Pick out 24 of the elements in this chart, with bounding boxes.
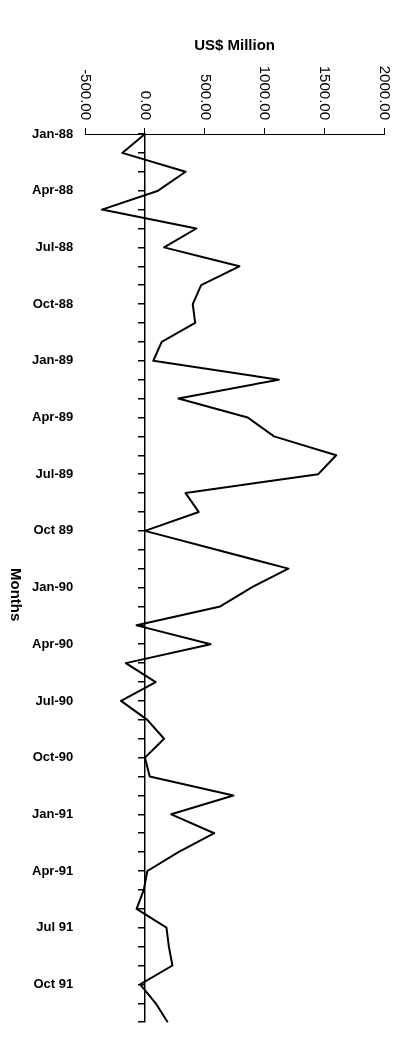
y-tick-label: Jul 91 bbox=[36, 919, 74, 935]
x-tick-label: 500.00 bbox=[197, 74, 215, 120]
x-tick-label: -500.00 bbox=[78, 69, 96, 120]
y-axis-title: Months bbox=[8, 568, 25, 622]
y-tick-label: Oct-88 bbox=[32, 295, 74, 311]
y-tick-label: Apr-88 bbox=[32, 182, 74, 198]
x-axis-title: US$ Million bbox=[194, 36, 276, 54]
y-tick-label: Jul-89 bbox=[35, 465, 74, 481]
y-tick-label: Apr-90 bbox=[32, 635, 74, 651]
y-tick-label: Jan-91 bbox=[31, 805, 74, 821]
x-tick-label: 2000.00 bbox=[376, 65, 394, 120]
y-tick-label: Oct 89 bbox=[33, 522, 74, 538]
x-tick-label: 1000.00 bbox=[257, 65, 275, 120]
y-tick-label: Apr-91 bbox=[32, 862, 74, 878]
y-tick-label: Oct 91 bbox=[33, 975, 74, 991]
x-tick-label: 1500.00 bbox=[317, 65, 335, 120]
y-tick-label: Apr-89 bbox=[32, 409, 74, 425]
y-tick-label: Oct-90 bbox=[32, 749, 74, 765]
y-tick-label: Jan-89 bbox=[31, 352, 74, 368]
y-tick-label: Jan-90 bbox=[31, 579, 74, 595]
y-tick-label: Jan-88 bbox=[31, 125, 74, 141]
y-tick-label: Jul-90 bbox=[35, 692, 74, 708]
x-tick-label: 0.00 bbox=[137, 90, 155, 120]
y-tick-label: Jul-88 bbox=[35, 238, 74, 254]
